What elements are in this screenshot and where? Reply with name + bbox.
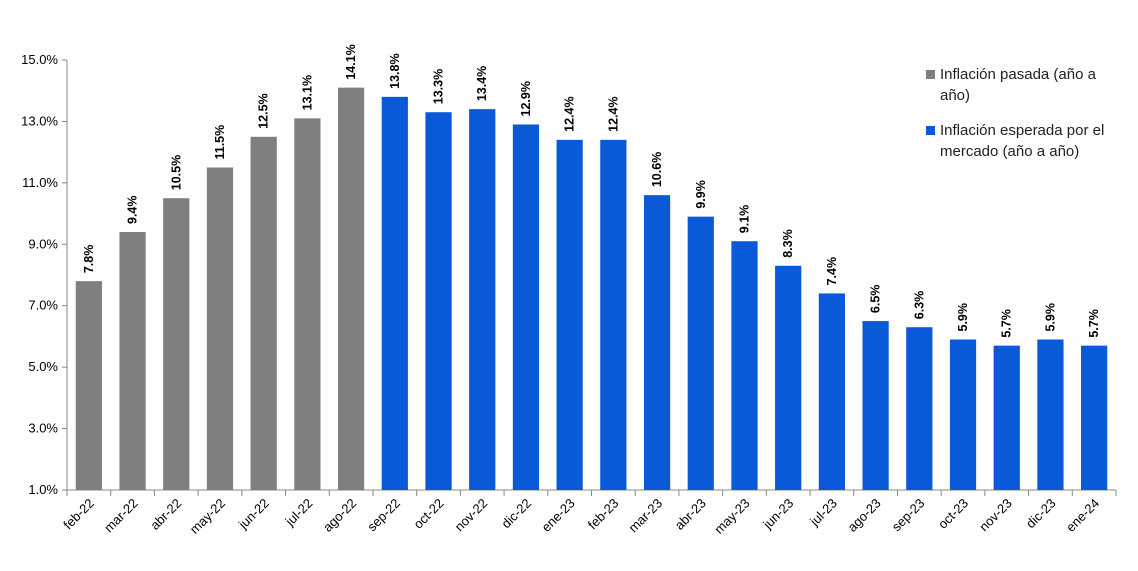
value-label: 7.8%	[82, 245, 96, 274]
value-label: 12.4%	[563, 96, 577, 131]
bar	[993, 345, 1020, 490]
bar	[818, 293, 846, 490]
value-label: 5.7%	[1000, 309, 1014, 338]
x-tick-label: ene-23	[539, 496, 578, 535]
bar	[862, 321, 889, 490]
value-label: 8.3%	[781, 229, 795, 258]
y-tick-label: 15.0%	[21, 52, 58, 67]
x-tick-label: abr-22	[147, 496, 184, 533]
bar	[75, 281, 102, 490]
x-tick-label: jul-22	[282, 496, 316, 530]
legend-item: Inflación esperada por el mercado (año a…	[926, 120, 1106, 162]
bar	[163, 198, 190, 490]
x-tick-label: sep-22	[364, 496, 403, 535]
x-tick-label: jun-23	[759, 496, 796, 533]
legend-swatch	[926, 126, 935, 135]
x-tick-label: dic-23	[1023, 496, 1059, 532]
bar	[512, 124, 540, 490]
value-label: 7.4%	[825, 257, 839, 286]
x-tick-label: dic-22	[498, 496, 534, 532]
x-tick-label: nov-22	[452, 496, 491, 535]
value-label: 13.3%	[432, 69, 446, 104]
value-label: 12.5%	[257, 93, 271, 128]
x-tick-label: oct-23	[935, 496, 971, 532]
bar	[1081, 345, 1108, 490]
value-label: 6.5%	[869, 285, 883, 314]
value-label: 13.4%	[475, 66, 489, 101]
bar	[775, 265, 802, 490]
x-tick-label: oct-22	[410, 496, 446, 532]
value-label: 9.9%	[694, 180, 708, 209]
value-label: 13.8%	[388, 53, 402, 88]
x-tick-label: ene-24	[1063, 496, 1102, 535]
bar	[643, 195, 671, 490]
bar	[556, 139, 583, 490]
legend-label: Inflación esperada por el mercado (año a…	[940, 122, 1105, 160]
value-label: 13.1%	[300, 75, 314, 110]
value-label: 5.9%	[1043, 303, 1057, 332]
bar	[119, 232, 146, 490]
y-tick-label: 9.0%	[28, 236, 58, 251]
bar	[206, 167, 234, 490]
value-label: 11.5%	[213, 125, 227, 160]
y-tick-label: 5.0%	[28, 359, 58, 374]
bar	[949, 339, 977, 490]
x-tick-label: ago-23	[844, 496, 883, 535]
bar	[600, 139, 627, 490]
bar	[687, 216, 714, 490]
value-label: 6.3%	[912, 291, 926, 320]
y-tick-label: 13.0%	[21, 113, 58, 128]
value-label: 10.6%	[650, 152, 664, 187]
value-label: 12.4%	[606, 96, 620, 131]
bar	[906, 327, 933, 490]
bar	[381, 96, 408, 490]
x-tick-label: mar-23	[625, 496, 665, 536]
value-label: 9.4%	[126, 196, 140, 225]
value-label: 9.1%	[737, 205, 751, 234]
legend: Inflación pasada (año a año) Inflación es…	[926, 64, 1106, 176]
y-tick-label: 11.0%	[22, 175, 58, 190]
bar	[469, 109, 496, 491]
x-tick-label: nov-23	[976, 496, 1015, 535]
y-tick-label: 1.0%	[28, 482, 58, 497]
bar	[250, 136, 277, 491]
y-tick-label: 7.0%	[28, 298, 58, 313]
value-label: 14.1%	[344, 44, 358, 79]
legend-swatch	[926, 70, 935, 79]
x-tick-label: jun-22	[235, 496, 272, 533]
x-tick-label: feb-23	[585, 496, 622, 533]
value-label: 5.7%	[1087, 309, 1101, 338]
x-tick-label: sep-23	[889, 496, 928, 535]
x-tick-label: may-22	[187, 496, 228, 537]
value-label: 12.9%	[519, 81, 533, 116]
legend-label: Inflación pasada (año a año)	[940, 66, 1096, 104]
x-tick-label: feb-22	[60, 496, 97, 533]
bar	[731, 241, 758, 490]
bar	[294, 118, 321, 490]
value-label: 10.5%	[169, 155, 183, 190]
y-tick-label: 3.0%	[28, 421, 58, 436]
value-label: 5.9%	[956, 303, 970, 332]
x-tick-label: jul-23	[806, 496, 840, 530]
x-tick-label: ago-22	[320, 496, 359, 535]
bar	[1037, 339, 1064, 490]
legend-item: Inflación pasada (año a año)	[926, 64, 1106, 106]
x-tick-label: abr-23	[672, 496, 709, 533]
x-tick-label: mar-22	[101, 496, 141, 536]
bar	[337, 87, 365, 491]
bar	[425, 112, 452, 490]
x-tick-label: may-23	[711, 496, 752, 537]
